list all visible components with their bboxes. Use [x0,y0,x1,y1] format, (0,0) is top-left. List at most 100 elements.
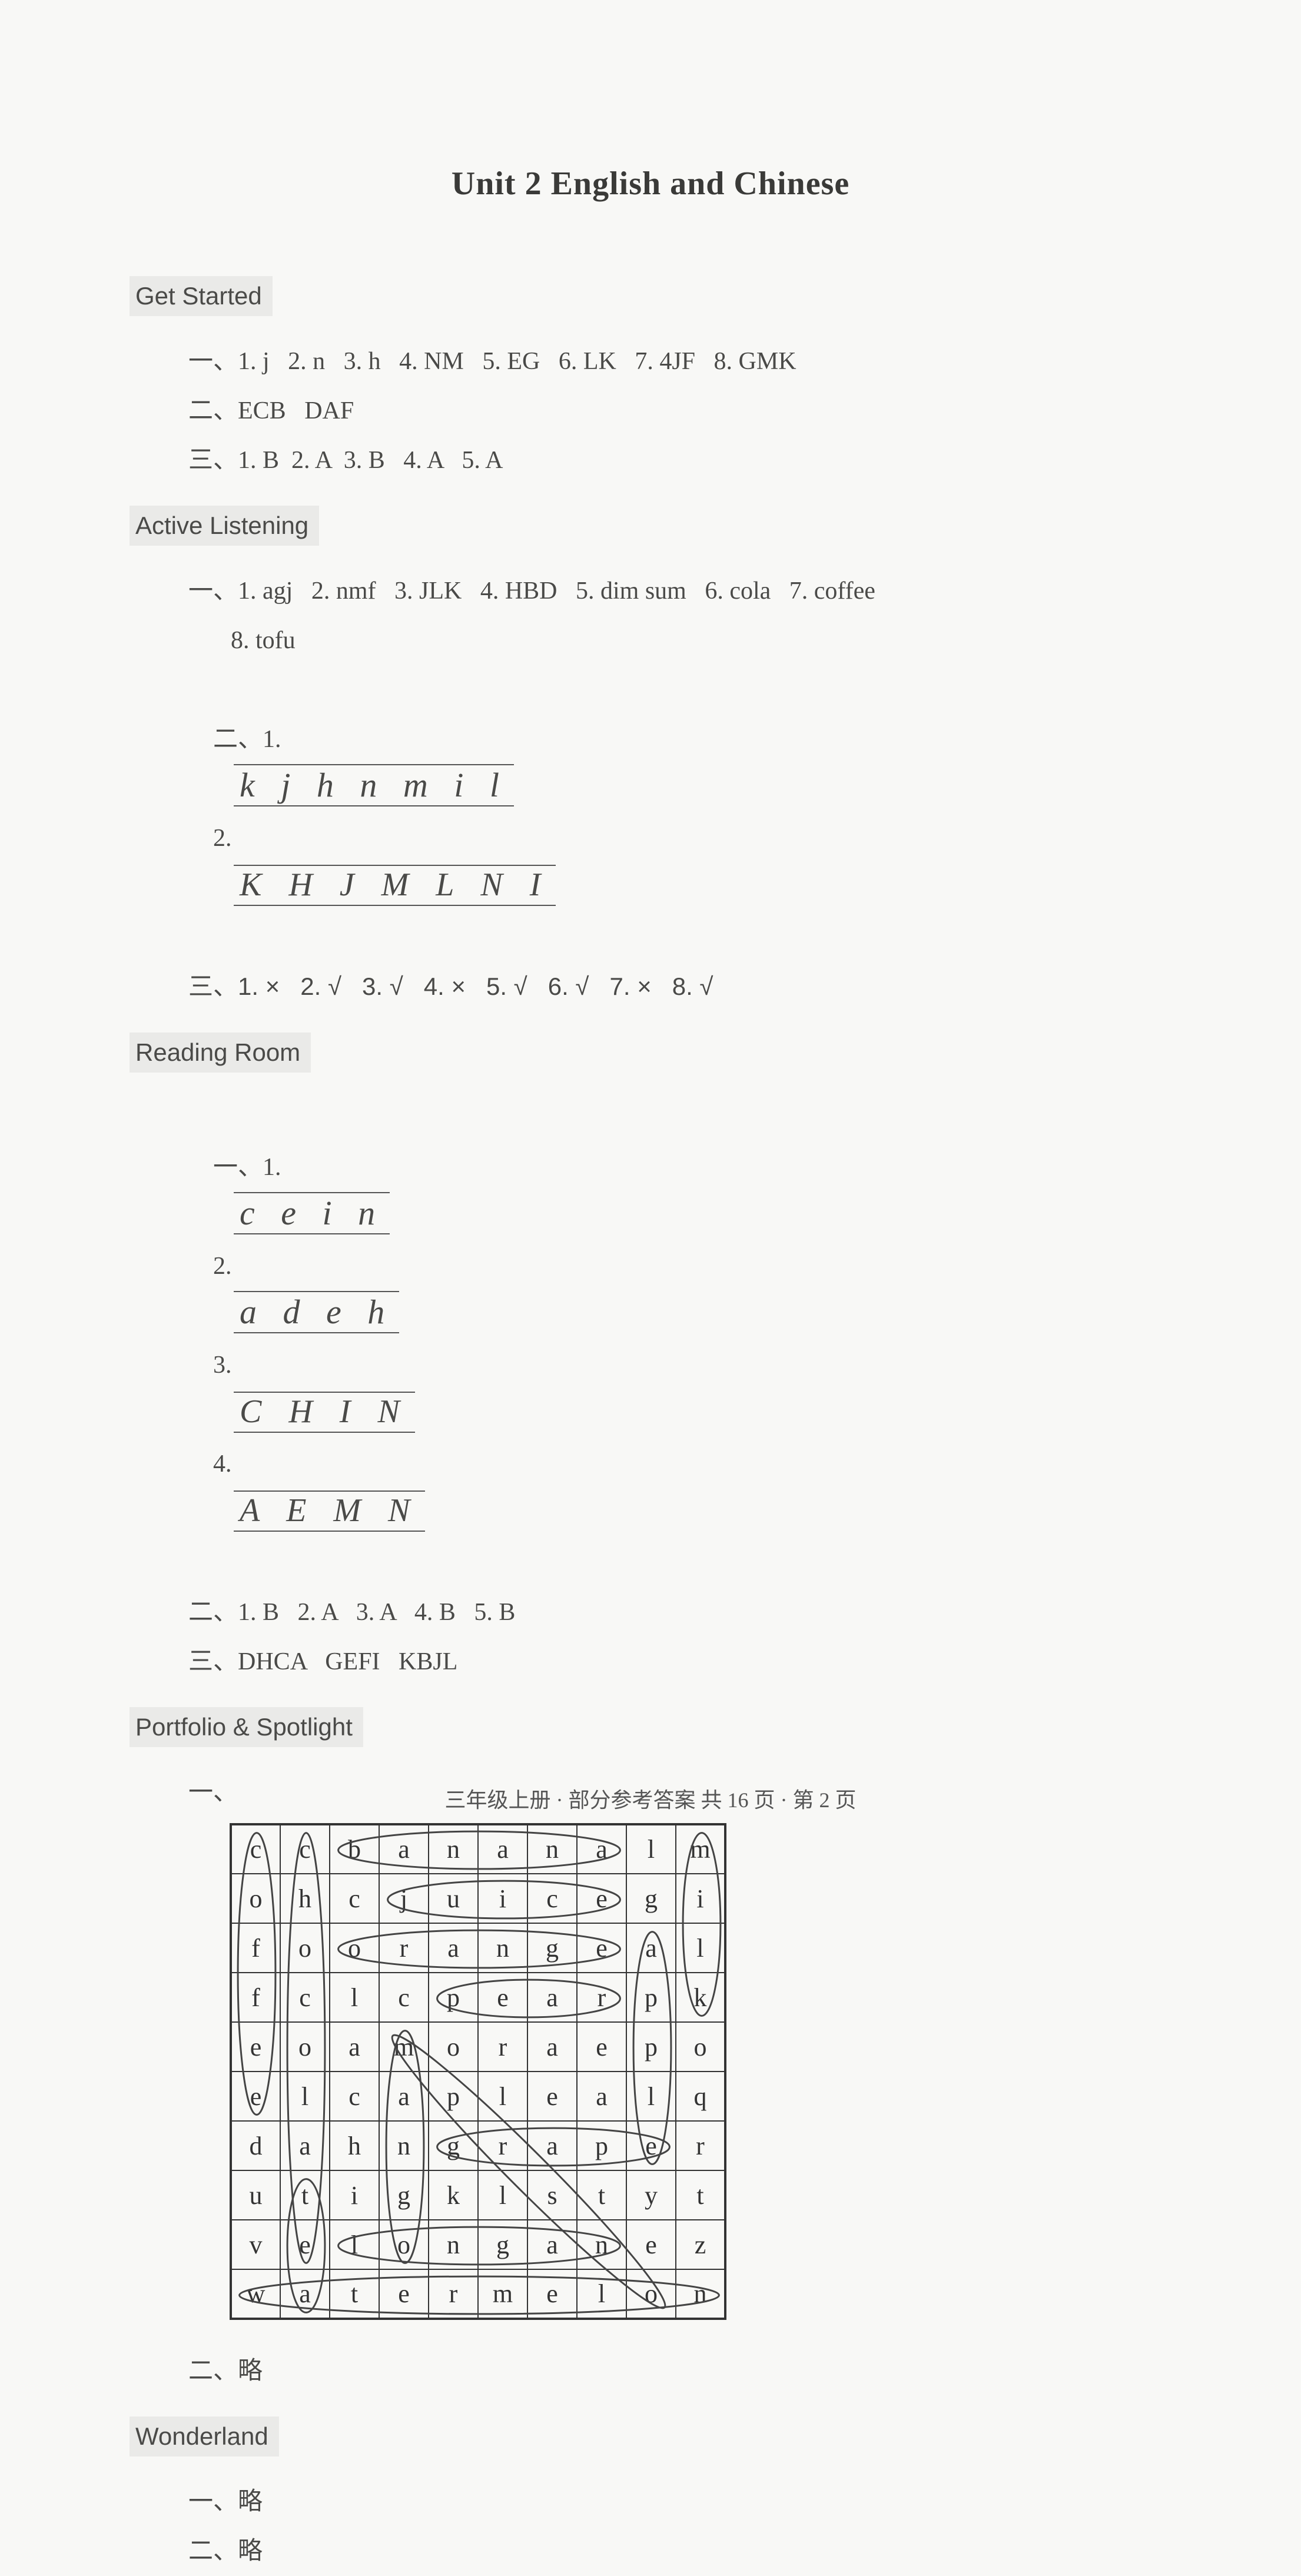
grid-cell: a [577,2072,626,2121]
label-er: 二、 [188,2358,238,2385]
grid-cell: l [330,2220,379,2269]
grid-cell: r [429,2269,478,2319]
label-er: 二、 [188,1599,238,1626]
grid-cell: o [626,2269,676,2319]
grid-cell: p [626,1973,676,2022]
grid-cell: z [676,2220,725,2269]
grid-cell: k [429,2170,478,2220]
label-yi: 一、 [213,1154,263,1181]
grid-cell: k [676,1973,725,2022]
rr-hw4-num: 4. [213,1450,232,1478]
grid-cell: o [676,2022,725,2072]
label-yi: 一、 [188,577,238,605]
wl-line1: 略 [238,2488,263,2515]
grid-cell: g [478,2220,527,2269]
grid-cell: q [676,2072,725,2121]
grid-cell: c [280,1824,330,1874]
page-title: Unit 2 English and Chinese [130,165,1171,203]
grid-cell: e [231,2022,280,2072]
hw-text-1: k j h n m i l [234,764,514,806]
grid-cell: c [231,1824,280,1874]
wl-line2: 略 [238,2538,263,2565]
hw-text-3: c e i n [234,1192,390,1234]
active-listening-answers: 一、1. agj 2. nmf 3. JLK 4. HBD 5. dim sum… [130,566,1171,1012]
handwriting-6: A E M N [234,1489,425,1538]
grid-cell: d [231,2121,280,2170]
portfolio-line2-block: 二、略 [130,2346,1171,2396]
grid-cell: s [527,2170,577,2220]
wordsearch-container: ccbananalmohcjuicegifoorangealfclcpearpk… [230,1823,726,2320]
grid-cell: n [577,2220,626,2269]
grid-cell: t [676,2170,725,2220]
grid-cell: n [676,2269,725,2319]
grid-cell: a [478,1824,527,1874]
label-san: 三、 [188,447,238,474]
grid-cell: g [626,1874,676,1923]
grid-cell: e [527,2269,577,2319]
grid-cell: l [330,1973,379,2022]
grid-cell: n [379,2121,429,2170]
grid-cell: i [478,1874,527,1923]
grid-cell: l [280,2072,330,2121]
grid-cell: t [330,2269,379,2319]
hw-text-6: A E M N [234,1491,425,1532]
grid-cell: n [429,2220,478,2269]
rr-line2: 1. B 2. A 3. A 4. B 5. B [238,1599,515,1626]
handwriting-5: C H I N [234,1390,415,1439]
grid-cell: o [280,1923,330,1973]
label-er: 二、 [188,397,238,424]
page-footer: 三年级上册 · 部分参考答案 共 16 页 · 第 2 页 [0,1783,1301,1814]
grid-cell: g [379,2170,429,2220]
al-hw1-num: 1. [263,726,281,753]
grid-cell: n [527,1824,577,1874]
grid-cell: c [527,1874,577,1923]
grid-cell: l [626,1824,676,1874]
handwriting-3: c e i n [234,1192,390,1241]
al-hw2-num: 2. [213,825,232,852]
grid-cell: l [626,2072,676,2121]
grid-cell: h [280,1874,330,1923]
hw-text-4: a d e h [234,1291,399,1333]
grid-cell: e [478,1973,527,2022]
grid-cell: a [527,1973,577,2022]
label-er: 二、 [188,2538,238,2565]
grid-cell: a [577,1824,626,1874]
grid-cell: c [280,1973,330,2022]
grid-cell: r [676,2121,725,2170]
grid-cell: m [379,2022,429,2072]
grid-cell: o [379,2220,429,2269]
grid-cell: u [429,1874,478,1923]
grid-cell: a [429,1923,478,1973]
wonderland-answers: 一、略 二、略 [130,2477,1171,2576]
grid-cell: j [379,1874,429,1923]
grid-cell: o [231,1874,280,1923]
grid-cell: i [676,1874,725,1923]
rr-hw1-num: 1. [263,1154,281,1181]
al-line1a: 1. agj 2. nmf 3. JLK 4. HBD 5. dim sum 6… [238,577,875,605]
get-started-answers: 一、1. j 2. n 3. h 4. NM 5. EG 6. LK 7. 4J… [130,337,1171,485]
grid-cell: e [577,1874,626,1923]
grid-cell: e [280,2220,330,2269]
handwriting-1: k j h n m i l [234,764,514,814]
grid-cell: t [280,2170,330,2220]
al-line1b: 8. tofu [231,627,296,654]
grid-cell: f [231,1973,280,2022]
label-san: 三、 [188,974,238,1001]
pf-line2: 略 [238,2358,263,2385]
grid-cell: o [330,1923,379,1973]
section-active-listening: Active Listening [130,506,319,546]
grid-cell: a [280,2121,330,2170]
grid-cell: r [478,2121,527,2170]
hw-text-5: C H I N [234,1392,415,1433]
grid-cell: n [429,1824,478,1874]
grid-cell: a [280,2269,330,2319]
grid-cell: e [577,2022,626,2072]
wordsearch-grid: ccbananalmohcjuicegifoorangealfclcpearpk… [230,1823,726,2320]
label-er: 二、 [213,726,263,753]
grid-cell: n [478,1923,527,1973]
grid-cell: o [429,2022,478,2072]
grid-cell: e [379,2269,429,2319]
wordsearch-wrap: ccbananalmohcjuicegifoorangealfclcpearpk… [130,1823,1171,2323]
grid-cell: e [626,2121,676,2170]
grid-cell: a [527,2022,577,2072]
